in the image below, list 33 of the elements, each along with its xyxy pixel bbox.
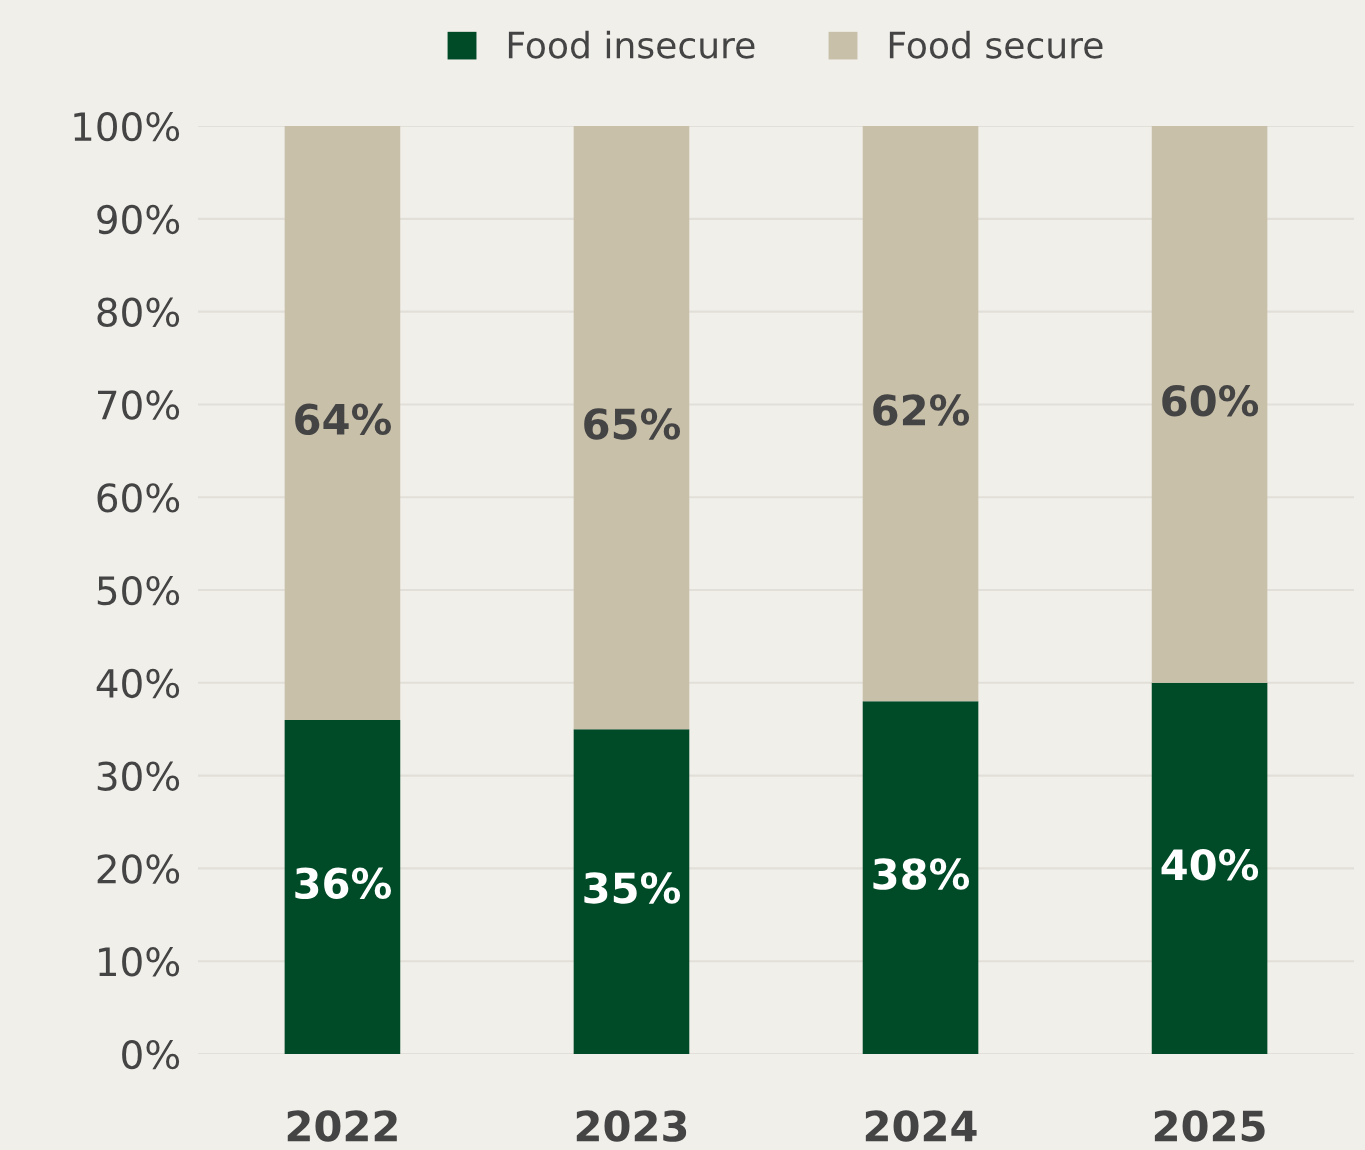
x-tick-label: 2023 [576,1110,687,1142]
bar [284,719,401,1054]
y-tick-label: 40% [96,668,180,699]
bar [1151,126,1268,683]
legend-label: Food insecure [508,30,755,59]
bar [573,126,690,730]
y-tick-label: 10% [99,947,180,977]
data-label: 38% [873,858,970,890]
x-tick-label: 2025 [1154,1110,1265,1142]
data-label: 40% [1161,848,1259,881]
y-tick-label: 90% [97,204,180,235]
data-label: 65% [584,408,681,440]
y-tick-label: 30% [97,761,180,791]
legend-label: Food secure [889,30,1103,59]
y-tick-label: 80% [97,297,180,327]
data-label: 62% [873,394,970,426]
bar [284,126,401,720]
data-label: 36% [295,867,391,900]
y-tick-label: 0% [122,1039,180,1070]
y-tick-label: 60% [97,483,180,513]
y-tick-label: 70% [98,390,180,420]
x-tick-label: 2022 [287,1110,397,1142]
bar [862,701,979,1054]
y-tick-label: 20% [97,854,180,884]
bar [1151,682,1268,1054]
y-tick-label: 100% [74,111,180,142]
bar [573,729,690,1054]
x-tick-label: 2024 [865,1110,977,1142]
data-label: 64% [295,403,391,436]
data-label: 60% [1162,384,1259,417]
bar [862,126,979,702]
data-label: 35% [584,872,681,904]
y-tick-label: 50% [97,575,180,606]
